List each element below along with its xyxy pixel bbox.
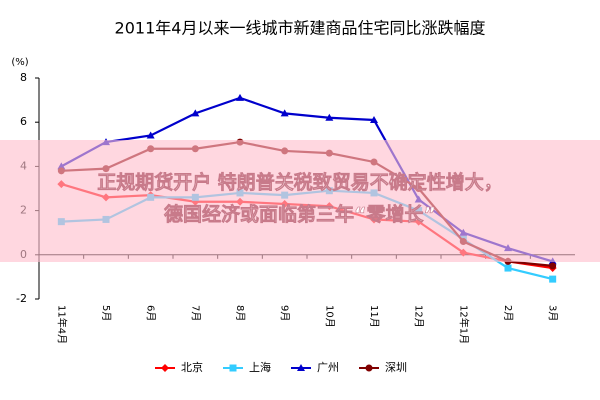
legend-label: 上海: [249, 360, 271, 374]
y-tick-label: 8: [20, 71, 27, 84]
x-tick-label: 9月: [279, 305, 291, 321]
point: [325, 113, 334, 121]
y-tick-label: 6: [20, 115, 27, 128]
point: [280, 109, 289, 117]
point: [236, 93, 244, 101]
x-tick-label: 5月: [100, 305, 112, 321]
point: [370, 115, 378, 123]
point: [146, 131, 155, 139]
legend-marker: [161, 364, 169, 372]
legend-label: 深圳: [385, 361, 407, 374]
x-tick-label: 12年1月: [457, 305, 470, 344]
y-tick-label: -2: [16, 292, 27, 305]
x-tick-label: 6月: [145, 305, 157, 321]
x-tick-label: 8月: [234, 305, 246, 321]
point: [191, 109, 200, 117]
banner-background: [0, 140, 600, 262]
legend-label: 北京: [181, 360, 203, 374]
y-axis-label: (%): [11, 57, 28, 68]
x-tick-label: 7月: [189, 305, 201, 321]
x-tick-label: 10月: [323, 305, 335, 328]
x-tick-label: 11年4月: [55, 305, 68, 344]
x-tick-label: 11月: [368, 305, 380, 328]
legend-marker: [229, 364, 237, 372]
point: [549, 262, 557, 270]
chart-title: 2011年4月以来一线城市新建商品住宅同比涨跌幅度: [115, 19, 486, 38]
x-tick-label: 2月: [502, 305, 514, 321]
legend-marker: [365, 364, 373, 372]
banner-text: 正规期货开户 特朗普关税致贸易不确定性增大，: [97, 171, 503, 194]
banner-text: 德国经济或面临第三年“零增长”: [164, 203, 436, 226]
point: [549, 275, 557, 283]
point: [504, 264, 512, 272]
x-tick-label: 12月: [413, 305, 425, 328]
legend-marker: [297, 364, 305, 371]
legend-label: 广州: [317, 361, 339, 374]
x-tick-label: 3月: [547, 305, 559, 321]
